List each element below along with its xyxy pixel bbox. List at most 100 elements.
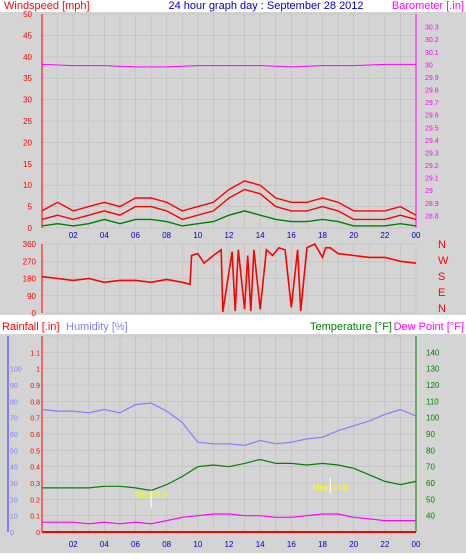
barometer-axis-title: Barometer [.in] (392, 0, 464, 12)
x-tick-label-bottom: 10 (193, 540, 202, 549)
windspeed-tick-label: 10 (23, 181, 32, 190)
barometer-tick-label: 30 (425, 62, 433, 69)
barometer-tick-label: 29.1 (425, 176, 439, 183)
max-temp-label: Max: 74.4 (313, 483, 349, 492)
humidity-tick-label: 70 (10, 416, 18, 423)
x-tick-label-bottom: 04 (100, 540, 109, 549)
barometer-tick-label: 29.8 (425, 88, 439, 95)
x-tick-label-bottom: 12 (225, 540, 234, 549)
dew-point-f-line (42, 513, 416, 525)
direction-tick-label: 180 (23, 275, 37, 284)
x-tick-label-top: 16 (287, 231, 296, 240)
windspeed-tick-label: 15 (23, 160, 32, 169)
x-tick-label-bottom: 00 (412, 540, 421, 549)
x-tick-label-bottom: 18 (318, 540, 327, 549)
barometer-tick-label: 29.9 (425, 75, 439, 82)
rainfall-tick-label: 0.3 (30, 481, 40, 488)
humidity-tick-label: 90 (10, 383, 18, 390)
x-tick-label-bottom: 06 (131, 540, 140, 549)
humidity-tick-label: 60 (10, 432, 18, 439)
barometer-tick-label: 30.2 (425, 37, 439, 44)
x-tick-label-bottom: 08 (162, 540, 171, 549)
direction-tick-label: 90 (27, 292, 36, 301)
humidity-line (41, 402, 417, 447)
humidity-tick-label: 80 (10, 399, 18, 406)
rainfall-tick-label: 0.8 (30, 399, 40, 406)
rainfall-tick-label: 0.7 (30, 416, 40, 423)
chart-marks: 0202040406060808101012121414161618182020… (7, 10, 449, 549)
barometer-tick-label: 29.2 (425, 163, 439, 170)
barometer-tick-label: 30.1 (425, 50, 439, 57)
humidity-tick-label: 0 (10, 530, 14, 537)
temperature-tick-label: 120 (426, 381, 440, 390)
x-tick-label-bottom: 02 (69, 540, 78, 549)
panel-backgrounds (0, 12, 466, 553)
x-tick-label-top: 00 (412, 231, 421, 240)
humidity-tick-label: 50 (10, 448, 18, 455)
rainfall-tick-label: 0.6 (30, 432, 40, 439)
humidity-axis-title: Humidity [%] (66, 321, 128, 333)
barometer-tick-label: 29.6 (425, 113, 439, 120)
panel-windspeed-bg (0, 12, 466, 242)
x-tick-label-bottom: 14 (256, 540, 265, 549)
wind-average-mph-line (41, 210, 417, 227)
x-tick-label-top: 08 (162, 231, 171, 240)
humidity-tick-label: 20 (10, 497, 18, 504)
compass-label: S (438, 271, 445, 283)
humidity-tick-label: 10 (10, 514, 18, 521)
wind-direction-line (41, 242, 417, 313)
x-tick-label-top: 22 (380, 231, 389, 240)
barometer-in-line (41, 63, 416, 68)
temperature-tick-label: 40 (426, 512, 435, 521)
panel-temperature-bg (0, 334, 466, 553)
rainfall-axis-title: Rainfall [.in] (2, 321, 59, 333)
x-tick-label-top: 04 (100, 231, 109, 240)
direction-tick-label: 270 (23, 257, 37, 266)
compass-label: N (438, 239, 446, 251)
x-tick-label-bottom: 20 (349, 540, 358, 549)
dewpoint-axis-title: Dew Point [°F] (394, 321, 464, 333)
temperature-tick-label: 110 (426, 397, 439, 406)
barometer-tick-label: 29 (425, 188, 433, 195)
windspeed-axis-title: Windspeed [mph] (4, 0, 90, 12)
temperature-tick-label: 70 (426, 463, 435, 472)
windspeed-tick-label: 5 (28, 203, 33, 212)
rainfall-tick-label: 1 (36, 367, 40, 374)
compass-label: W (438, 255, 449, 267)
x-tick-label-top: 06 (131, 231, 140, 240)
windspeed-tick-label: 40 (23, 53, 32, 62)
windspeed-tick-label: 0 (28, 224, 33, 233)
x-tick-label-top: 12 (225, 231, 234, 240)
barometer-tick-label: 29.3 (425, 150, 439, 157)
x-tick-label-top: 02 (69, 231, 78, 240)
temperature-tick-label: 140 (426, 348, 440, 357)
windspeed-tick-label: 45 (23, 31, 32, 40)
compass-label: E (438, 287, 445, 299)
x-tick-label-top: 20 (349, 231, 358, 240)
barometer-tick-label: 29.7 (425, 100, 439, 107)
windspeed-tick-label: 25 (23, 117, 32, 126)
rainfall-tick-label: 0.9 (30, 383, 40, 390)
temperature-tick-label: 50 (426, 495, 435, 504)
x-tick-label-top: 18 (318, 231, 327, 240)
temperature-tick-label: 90 (426, 430, 435, 439)
temperature-tick-label: 100 (426, 414, 440, 423)
temperature-axis-title: Temperature [°F] (310, 321, 392, 333)
rainfall-tick-label: 0.2 (30, 497, 40, 504)
humidity-tick-label: 40 (10, 465, 18, 472)
barometer-tick-label: 28.9 (425, 201, 439, 208)
wind-gust-mph-line (41, 180, 417, 216)
windspeed-tick-label: 20 (23, 138, 32, 147)
rainfall-tick-label: 0.5 (30, 448, 40, 455)
compass-label: N (438, 303, 446, 315)
windspeed-mph-line (41, 188, 417, 221)
rainfall-tick-label: 0 (36, 530, 40, 537)
rainfall-tick-label: 1.1 (30, 350, 40, 357)
windspeed-tick-label: 50 (23, 10, 32, 19)
x-tick-label-bottom: 22 (380, 540, 389, 549)
x-tick-label-bottom: 16 (287, 540, 296, 549)
temperature-tick-label: 130 (426, 365, 440, 374)
barometer-tick-label: 29.5 (425, 125, 439, 132)
